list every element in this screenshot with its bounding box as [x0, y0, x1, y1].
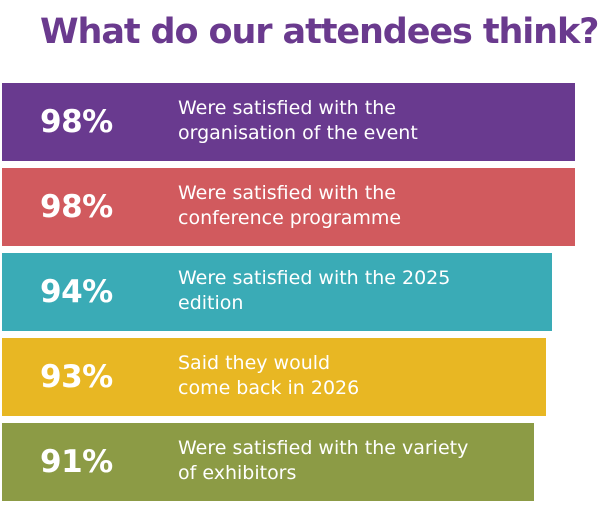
bar-description-line: Were satisfied with the 2025	[178, 267, 451, 289]
bar-description-line: of exhibitors	[178, 462, 297, 484]
bar-description-line: Were satisfied with the variety	[178, 437, 469, 459]
bar-3: 93% Said they would come back in 2026	[2, 338, 546, 416]
bar-description-line: edition	[178, 292, 244, 314]
bar-0: 98% Were satisfied with the organisation…	[2, 83, 575, 161]
bar-description: Were satisfied with the organisation of …	[178, 96, 498, 146]
bar-description: Were satisfied with the 2025 edition	[178, 266, 498, 316]
bar-value-label: 98%	[40, 104, 113, 140]
bar-description-line: come back in 2026	[178, 377, 360, 399]
bar-description: Said they would come back in 2026	[178, 351, 498, 401]
bar-value-label: 91%	[40, 444, 113, 480]
bar-description: Were satisfied with the variety of exhib…	[178, 436, 498, 486]
bar-1: 98% Were satisfied with the conference p…	[2, 168, 575, 246]
bar-value-label: 94%	[40, 274, 113, 310]
bar-2: 94% Were satisfied with the 2025 edition	[2, 253, 552, 331]
bar-value-label: 98%	[40, 189, 113, 225]
chart-title: What do our attendees think? *	[40, 12, 604, 52]
bar-description-line: Were satisfied with the	[178, 182, 396, 204]
bar-description-line: conference programme	[178, 207, 402, 229]
bar-description-line: organisation of the event	[178, 122, 418, 144]
bar-4: 91% Were satisfied with the variety of e…	[2, 423, 534, 501]
bar-description: Were satisfied with the conference progr…	[178, 181, 498, 231]
bar-value-label: 93%	[40, 359, 113, 395]
bar-description-line: Said they would	[178, 352, 331, 374]
bar-description-line: Were satisfied with the	[178, 97, 396, 119]
